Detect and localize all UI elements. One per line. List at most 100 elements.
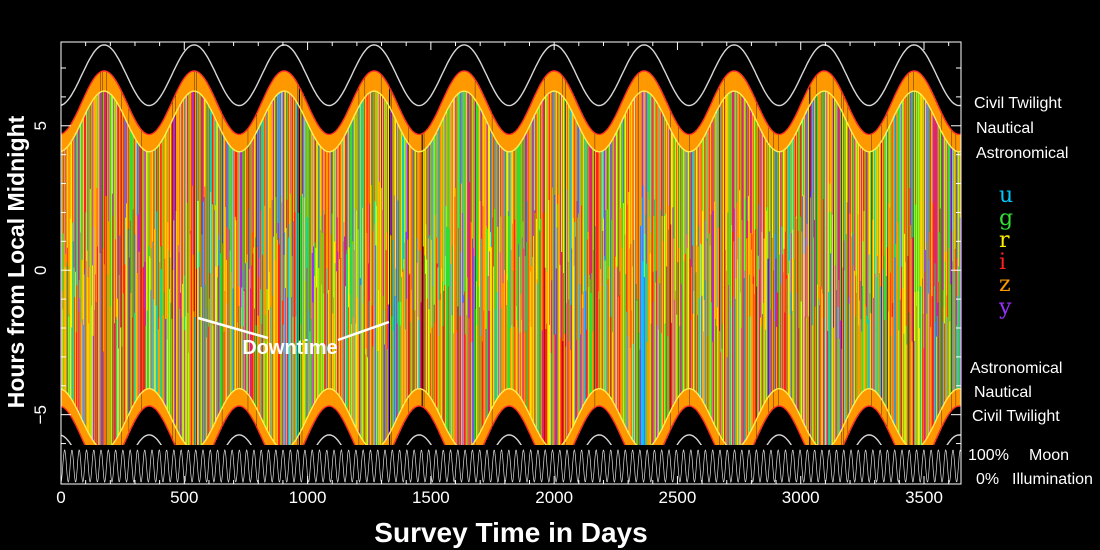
- twilight-segment: [462, 71, 464, 92]
- observation-column: [338, 145, 340, 309]
- observation-column: [918, 92, 920, 262]
- observation-column: [439, 300, 441, 415]
- twilight-segment: [458, 73, 460, 94]
- twilight-segment: [752, 93, 754, 114]
- observation-column: [430, 333, 432, 398]
- twilight-segment: [99, 72, 101, 93]
- twilight-segment: [553, 70, 555, 92]
- twilight-segment: [605, 131, 607, 149]
- observation-column: [123, 247, 126, 425]
- twilight-segment: [241, 389, 243, 407]
- twilight-segment: [584, 119, 586, 138]
- observation-column: [893, 116, 896, 227]
- observation-column: [254, 135, 256, 238]
- twilight-segment: [359, 434, 361, 445]
- observation-column: [820, 286, 822, 445]
- observation-column: [89, 188, 91, 436]
- observation-column: [688, 151, 690, 234]
- twilight-segment: [818, 447, 819, 467]
- twilight-segment: [466, 71, 468, 92]
- observation-column: [435, 134, 437, 215]
- observation-column: [264, 115, 266, 206]
- twilight-segment: [397, 104, 399, 124]
- twilight-segment: [79, 414, 81, 434]
- observation-column: [451, 315, 453, 439]
- observation-column: [313, 246, 315, 406]
- observation-column: [429, 144, 431, 236]
- twilight-segment: [439, 108, 441, 128]
- twilight-segment: [805, 427, 808, 445]
- observation-column: [512, 151, 514, 224]
- observation-column: [904, 98, 906, 234]
- twilight-segment: [947, 397, 950, 416]
- twilight-segment: [430, 397, 432, 415]
- twilight-segment: [720, 435, 722, 445]
- observation-column: [396, 121, 398, 324]
- observation-column: [946, 295, 948, 400]
- twilight-segment: [859, 395, 861, 414]
- observation-column: [228, 144, 231, 230]
- twilight-segment: [574, 423, 576, 443]
- observation-column: [399, 247, 401, 414]
- twilight-segment: [117, 437, 119, 445]
- observation-column: [292, 316, 294, 445]
- twilight-segment: [473, 443, 475, 445]
- twilight-segment: [346, 408, 348, 427]
- observation-column: [450, 264, 452, 436]
- observation-column: [315, 138, 317, 248]
- twilight-segment: [857, 124, 859, 143]
- twilight-segment: [259, 106, 262, 125]
- observation-column: [118, 105, 120, 275]
- observation-column: [110, 94, 112, 317]
- x-tick-label: 1000: [289, 488, 327, 507]
- observation-column: [473, 97, 475, 257]
- twilight-segment: [372, 71, 374, 92]
- twilight-segment: [805, 94, 807, 115]
- twilight-segment: [617, 112, 619, 131]
- twilight-segment: [365, 77, 367, 98]
- twilight-segment: [761, 408, 763, 428]
- observation-column: [117, 298, 119, 438]
- twilight-segment: [887, 409, 889, 429]
- observation-column: [814, 306, 816, 444]
- observation-column: [151, 241, 154, 390]
- observation-column: [91, 102, 93, 306]
- observation-column: [359, 105, 361, 279]
- observation-column: [336, 217, 339, 394]
- observation-column: [291, 94, 293, 298]
- observation-column: [885, 252, 887, 406]
- twilight-segment: [284, 70, 286, 92]
- observation-column: [427, 238, 430, 395]
- twilight-segment: [660, 432, 662, 445]
- twilight-segment: [259, 413, 261, 433]
- twilight-segment: [419, 134, 421, 152]
- observation-column: [607, 146, 609, 280]
- twilight-segment: [628, 432, 630, 445]
- twilight-segment: [922, 75, 924, 96]
- twilight-segment: [866, 389, 868, 407]
- twilight-segment: [763, 117, 765, 136]
- observation-column: [104, 320, 106, 445]
- observation-column: [645, 214, 647, 445]
- twilight-segment: [679, 395, 681, 414]
- twilight-segment: [430, 124, 433, 143]
- observation-column: [354, 115, 356, 209]
- twilight-segment: [701, 399, 703, 418]
- twilight-segment: [774, 132, 776, 150]
- twilight-segment: [138, 396, 140, 415]
- observation-column: [231, 313, 234, 393]
- twilight-segment: [668, 106, 670, 125]
- observation-column: [706, 133, 708, 241]
- observation-column: [462, 91, 464, 303]
- observation-column: [456, 329, 458, 445]
- twilight-segment: [83, 422, 85, 442]
- observation-column: [63, 150, 65, 234]
- observation-column: [651, 233, 653, 445]
- twilight-segment: [549, 72, 551, 93]
- twilight-segment: [465, 71, 467, 92]
- observation-column: [518, 256, 521, 396]
- observation-column: [302, 112, 304, 194]
- twilight-segment: [383, 77, 385, 98]
- observation-column: [448, 271, 450, 434]
- observation-column: [547, 94, 549, 272]
